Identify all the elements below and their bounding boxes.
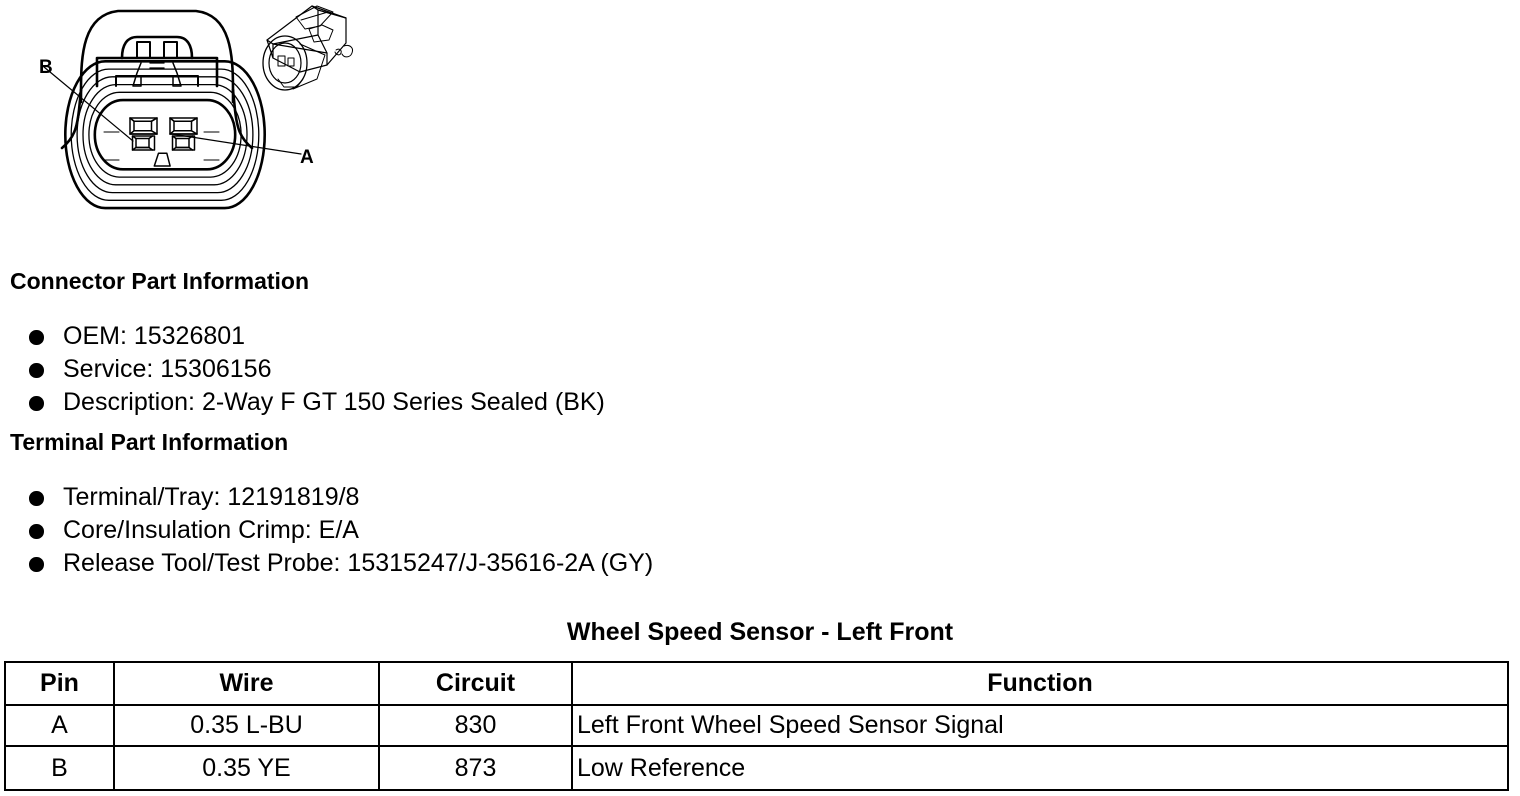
svg-text:A: A	[300, 147, 314, 168]
svg-text:B: B	[39, 57, 53, 78]
